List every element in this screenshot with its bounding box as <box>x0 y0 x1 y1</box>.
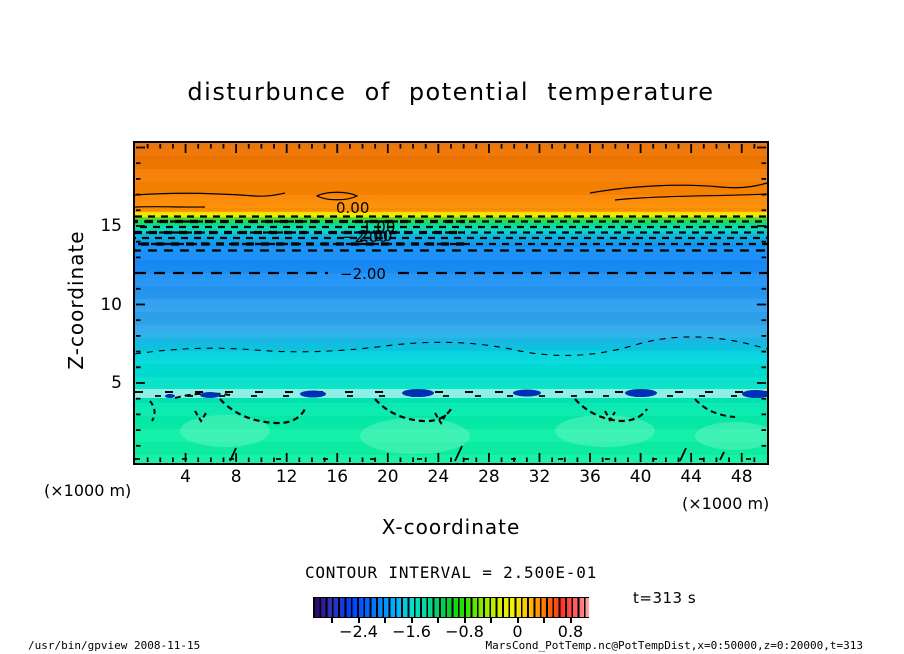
colorbar-tick-label: −2.4 <box>339 622 378 641</box>
x-tick-label: 16 <box>326 467 349 487</box>
colorbar-tick-mark <box>384 618 386 623</box>
contour-label-minus-two: −2.00 <box>340 265 386 283</box>
axis-ticks <box>136 144 766 462</box>
x-tick-label: 8 <box>230 467 242 487</box>
y-tick-label: 10 <box>100 294 122 315</box>
colorbar-tick-label: 0.8 <box>557 622 584 641</box>
x-tick-label: 12 <box>275 467 298 487</box>
contour-label-zero: 0.00 <box>336 199 369 217</box>
x-tick-label: 36 <box>579 467 601 487</box>
x-tick-label: 44 <box>680 467 702 487</box>
contour-label-cluster-a: 1.00 <box>362 218 395 236</box>
x-axis-unit-note: (×1000 m) <box>682 494 770 513</box>
page-title: disturbunce of potential temperature <box>187 78 715 106</box>
contour-overlay: 0.00 1.00 2.00 −2.00 −2.00 <box>135 144 767 462</box>
contour-label-cluster-b: 2.00 <box>359 227 392 245</box>
colorbar-tick-label: −1.6 <box>392 622 431 641</box>
dark-blue-blobs <box>165 389 767 398</box>
colorbar-tick-mark <box>437 618 439 623</box>
x-tick-label: 28 <box>478 467 500 487</box>
x-tick-label: 48 <box>730 467 753 487</box>
colorbar-tick-mark <box>490 618 492 623</box>
colorbar-tick-mark <box>357 618 360 623</box>
footer-dataset-info: MarsCond_PotTemp.nc@PotTempDist,x=0:5000… <box>485 639 864 652</box>
time-label: t=313 s <box>633 589 697 607</box>
x-tick-label: 20 <box>376 467 399 487</box>
colorbar-tick-label: 0 <box>512 622 523 641</box>
colorbar-tick-mark <box>463 618 466 623</box>
x-tick-label: 4 <box>180 467 191 487</box>
y-tick-label: 15 <box>100 216 122 236</box>
colorbar-tick-mark <box>516 618 519 623</box>
y-tick-label: 5 <box>111 373 122 393</box>
colorbar-tick-mark <box>543 618 545 623</box>
x-tick-label: 32 <box>528 467 551 487</box>
footer-command-date: /usr/bin/gpview 2008-11-15 <box>28 639 201 652</box>
x-tick-label: 24 <box>427 467 450 487</box>
colorbar-tick-mark <box>569 618 572 623</box>
colorbar-tick-label: −0.8 <box>445 622 484 641</box>
x-tick-label: 40 <box>629 467 652 487</box>
colorbar <box>313 597 589 618</box>
contour-label-minus-two-upper: −2.00 <box>342 228 388 246</box>
colorbar-tick-mark <box>331 618 333 623</box>
contour-interval-note: CONTOUR INTERVAL = 2.500E-01 <box>304 563 598 582</box>
colorbar-tick-mark <box>410 618 413 623</box>
y-axis-unit-note: (×1000 m) <box>44 481 132 500</box>
plot-area: 0.00 1.00 2.00 −2.00 −2.00 <box>133 141 769 465</box>
x-axis-title: X-coordinate <box>381 515 521 539</box>
contour-lines <box>135 182 767 462</box>
pale-cyan-band <box>135 389 767 398</box>
light-green-patches <box>180 415 767 454</box>
